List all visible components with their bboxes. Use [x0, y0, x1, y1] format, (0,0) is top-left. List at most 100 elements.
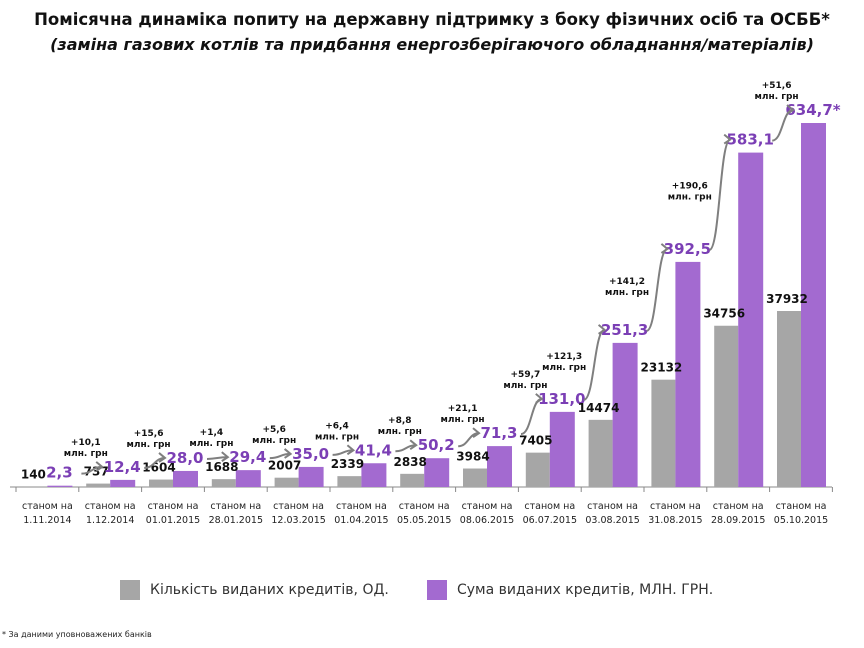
increment-unit: млн. грн	[542, 363, 586, 373]
category-label-line2: 1.11.2014	[23, 515, 71, 526]
bar-count	[588, 419, 613, 487]
increment-arrow	[332, 449, 354, 456]
count-label: 2339	[331, 457, 364, 471]
increment-unit: млн. грн	[64, 449, 108, 459]
bar-sum	[47, 485, 73, 487]
category-label-line2: 01.04.2015	[334, 515, 388, 526]
category-label-line1: станом на	[713, 501, 764, 512]
legend-swatch-purple	[427, 580, 447, 600]
increment-value: +5,6	[262, 425, 285, 435]
bar-count	[651, 379, 676, 487]
category-label-line2: 01.01.2015	[146, 515, 200, 526]
sum-label: 35,0	[292, 445, 329, 463]
sum-label: 29,4	[229, 448, 266, 466]
arrow-head-icon	[597, 324, 607, 335]
bar-count	[714, 325, 739, 487]
legend-item-sum: Сума виданих кредитів, МЛН. ГРН.	[427, 580, 713, 600]
category-label-line2: 31.08.2015	[648, 515, 702, 526]
count-label: 3984	[456, 450, 489, 464]
sum-label: 251,3	[601, 321, 648, 339]
increment-value: +190,6	[672, 182, 708, 192]
increment-value: +51,6	[762, 81, 792, 91]
category-label-line1: станом на	[462, 501, 513, 512]
footnote: * За даними уповноважених банків	[2, 630, 152, 639]
arrow-head-icon	[158, 452, 167, 463]
category-label-line2: 12.03.2015	[271, 515, 325, 526]
sum-label: 41,4	[355, 441, 392, 459]
category-label-line2: 06.07.2015	[523, 515, 577, 526]
sum-label: 634,7*	[785, 101, 840, 119]
increment-unit: млн. грн	[252, 436, 296, 446]
bar-sum	[549, 411, 575, 487]
increment-unit: млн. грн	[189, 439, 233, 449]
increment-arrow	[206, 456, 228, 460]
chart-subtitle: (заміна газових котлів та придбання енер…	[50, 35, 814, 54]
count-label: 140	[21, 467, 46, 481]
increment-unit: млн. грн	[605, 288, 649, 298]
category-label-line2: 28.01.2015	[209, 515, 263, 526]
category-label-line1: станом на	[22, 501, 73, 512]
bar-sum	[801, 123, 826, 487]
count-label: 7405	[519, 434, 552, 448]
category-label-line2: 08.06.2015	[460, 515, 514, 526]
category-label-line1: станом на	[336, 501, 387, 512]
arrow-head-icon	[95, 461, 104, 472]
increment-value: +1,4	[200, 428, 223, 438]
category-label-line2: 28.09.2015	[711, 515, 765, 526]
sum-label: 71,3	[480, 424, 517, 442]
category-label-line1: станом на	[273, 501, 324, 512]
count-label: 37932	[766, 292, 808, 306]
increment-arrow	[395, 444, 417, 453]
category-label-line1: станом на	[776, 501, 827, 512]
bar-sum	[424, 458, 450, 487]
legend-item-count: Кількість виданих кредитів, ОД.	[120, 580, 389, 600]
increment-arrow	[583, 328, 606, 401]
category-label-line1: станом на	[587, 501, 638, 512]
category-label-line1: станом на	[148, 501, 199, 512]
bar-sum	[173, 470, 198, 487]
bar-sum	[110, 479, 136, 487]
count-label: 1604	[142, 461, 175, 475]
count-label: 2007	[268, 459, 301, 473]
category-label-line2: 05.10.2015	[774, 515, 828, 526]
category-label-line2: 1.12.2014	[86, 515, 134, 526]
increment-unit: млн. грн	[441, 415, 485, 425]
bar-count	[525, 452, 550, 487]
arrow-head-icon	[346, 444, 356, 456]
bar-sum	[612, 342, 638, 487]
bar-sum	[738, 152, 764, 487]
increment-value: +141,2	[609, 277, 645, 287]
increment-arrow	[269, 452, 291, 460]
sum-label: 392,5	[664, 240, 711, 258]
increment-value: +121,3	[546, 352, 582, 362]
increment-unit: млн. грн	[127, 440, 171, 450]
bar-sum	[298, 466, 324, 487]
sum-label: 2,3	[46, 464, 73, 482]
increment-unit: млн. грн	[315, 432, 359, 442]
bar-sum	[361, 463, 387, 487]
increment-unit: млн. грн	[755, 92, 799, 102]
legend-label-sum: Сума виданих кредитів, МЛН. ГРН.	[457, 582, 714, 598]
increment-value: +6,4	[325, 421, 348, 431]
bar-count	[211, 479, 236, 487]
bar-sum	[675, 261, 701, 487]
increment-value: +15,6	[134, 429, 164, 439]
chart-title: Помісячна динаміка попиту на державну пі…	[34, 10, 830, 29]
increment-arrow	[708, 138, 732, 251]
arrow-head-icon	[535, 393, 544, 404]
category-label-line2: 05.05.2015	[397, 515, 451, 526]
bar-count	[777, 311, 801, 487]
count-label: 34756	[703, 307, 745, 321]
sum-label: 131,0	[538, 390, 585, 408]
increment-value: +21,1	[448, 404, 478, 414]
bar-sum	[235, 470, 261, 487]
bar-count	[149, 479, 173, 487]
bar-count	[400, 473, 425, 487]
sum-label: 583,1	[726, 131, 773, 149]
sum-label: 50,2	[418, 436, 455, 454]
count-label: 23132	[641, 361, 683, 375]
bar-sum	[487, 446, 512, 487]
increment-unit: млн. грн	[378, 427, 422, 437]
category-label-line1: станом на	[399, 501, 450, 512]
